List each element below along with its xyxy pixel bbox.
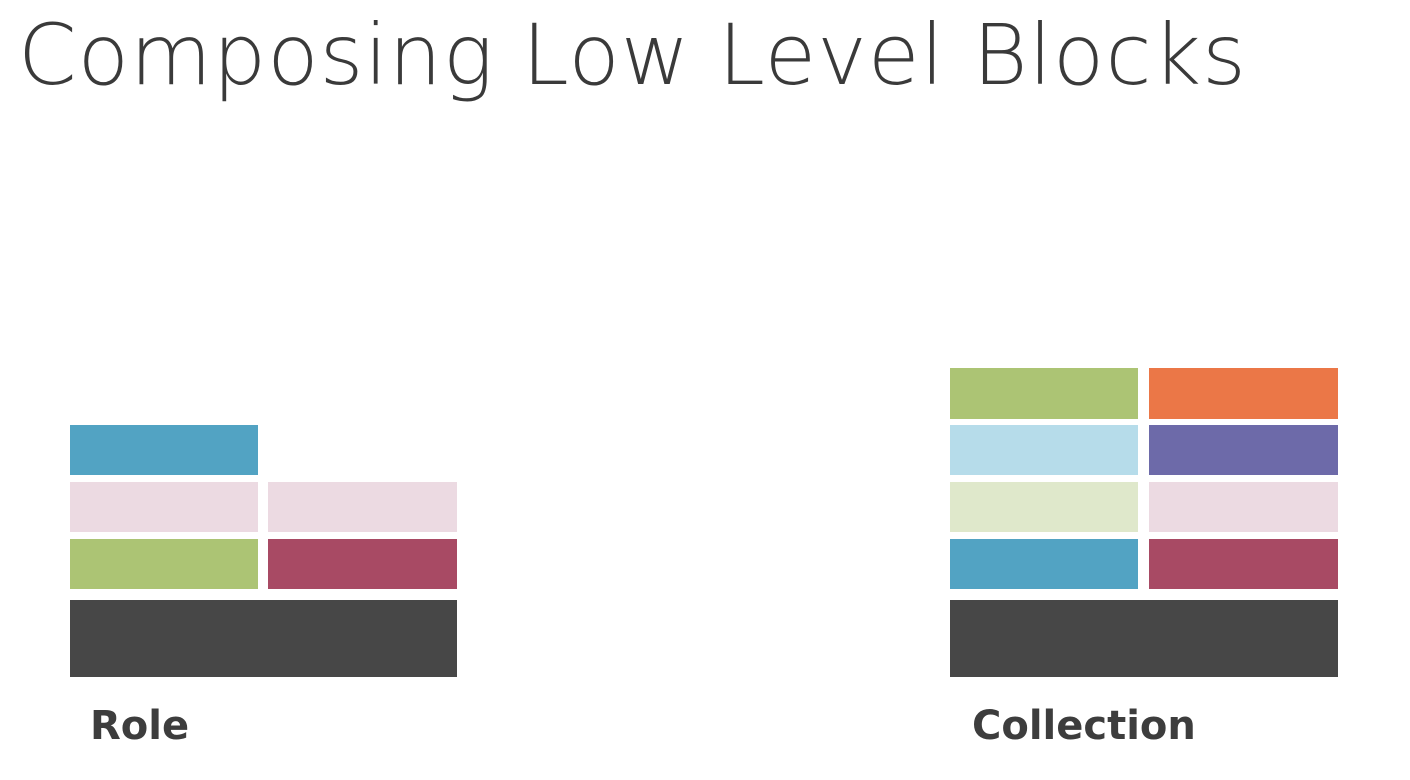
collection-label: Collection (972, 703, 1196, 749)
collection-pink-block (1149, 482, 1338, 532)
role-maroon-block (268, 539, 457, 589)
collection-blue-block (950, 539, 1138, 589)
role-blue-block (70, 425, 258, 475)
role-green-block (70, 539, 258, 589)
role-pink-block-right (268, 482, 457, 532)
collection-stack (950, 368, 1338, 677)
role-label: Role (90, 703, 190, 749)
collection-maroon-block (1149, 539, 1338, 589)
role-pink-block-left (70, 482, 258, 532)
collection-orange-block (1149, 368, 1338, 419)
role-stack (70, 425, 457, 677)
collection-base-block (950, 600, 1338, 677)
collection-pale-green-block (950, 482, 1138, 532)
collection-purple-block (1149, 425, 1338, 475)
collection-green-block (950, 368, 1138, 419)
role-base-block (70, 600, 457, 677)
collection-light-blue-block (950, 425, 1138, 475)
slide-title: Composing Low Level Blocks (18, 6, 1247, 104)
